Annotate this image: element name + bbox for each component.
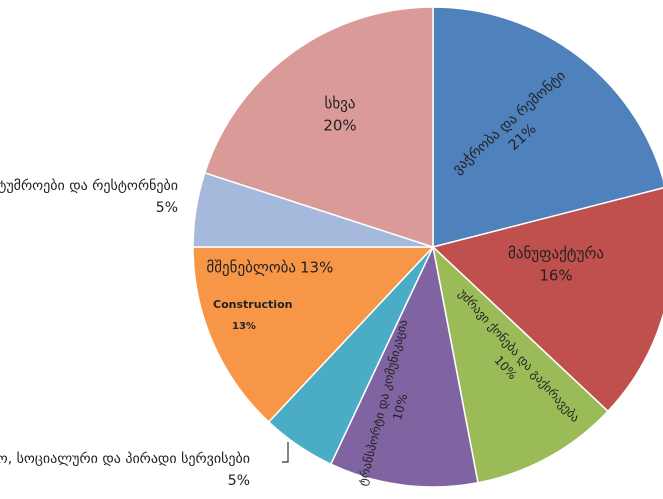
pie-slice — [329, 244, 479, 488]
value-label: 5% — [228, 473, 250, 489]
slice-label: სათემო, სოციალური და პირადი სერვისები — [0, 450, 250, 467]
slice-label: სხვა — [325, 95, 356, 113]
slice-label: სასტუმროები და რესტორნები — [0, 177, 178, 194]
value-label: 10% — [390, 392, 410, 421]
annotation: 13% — [232, 321, 256, 332]
value-label: 5% — [156, 200, 178, 216]
pie-slice — [432, 6, 663, 248]
pie-slice — [431, 187, 663, 413]
pie-slice — [431, 244, 610, 484]
pie-slice — [192, 246, 435, 424]
value-label: 20% — [323, 117, 356, 135]
slice-label: მანუფაქტურა — [508, 245, 604, 263]
value-label: 16% — [539, 267, 572, 285]
slice-label: მშენებლობა — [206, 259, 296, 277]
annotation: Construction — [213, 298, 292, 311]
leader-line — [282, 442, 289, 463]
pie-slice — [203, 6, 434, 249]
value-label: 13% — [300, 259, 333, 277]
